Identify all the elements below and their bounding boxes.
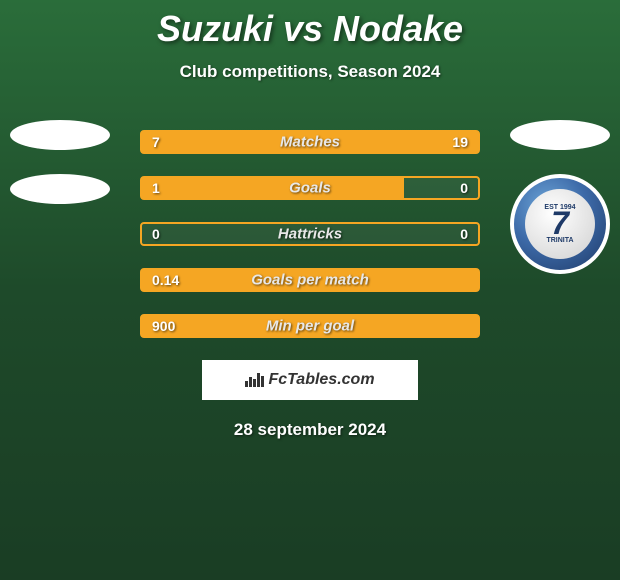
- club-crest: EST 1994 7 TRINITA: [510, 174, 610, 274]
- bar-goals-right-value: 0: [460, 180, 468, 196]
- bar-goals-left-fill: [142, 178, 404, 198]
- footer-logo: FcTables.com: [202, 360, 418, 400]
- bar-hattricks: 0 Hattricks 0: [140, 222, 480, 246]
- bar-gpm-label: Goals per match: [251, 272, 369, 289]
- crest-numeral: 7: [551, 211, 569, 237]
- bar-matches-left-value: 7: [152, 134, 160, 150]
- bar-mpg-left-value: 900: [152, 318, 175, 334]
- bar-matches: 7 Matches 19: [140, 130, 480, 154]
- left-badge-oval-1: [10, 120, 110, 150]
- bar-matches-label: Matches: [280, 134, 340, 151]
- bar-hattricks-left-value: 0: [152, 226, 160, 242]
- left-badge-oval-2: [10, 174, 110, 204]
- bar-matches-right-value: 19: [452, 134, 468, 150]
- bar-gpm-left-value: 0.14: [152, 272, 179, 288]
- left-team-badges: [10, 120, 110, 228]
- bar-goals: 1 Goals 0: [140, 176, 480, 200]
- page-title: Suzuki vs Nodake: [0, 0, 620, 50]
- bar-goals-left-value: 1: [152, 180, 160, 196]
- subtitle: Club competitions, Season 2024: [0, 62, 620, 82]
- bar-mpg-label: Min per goal: [266, 318, 354, 335]
- bar-hattricks-label: Hattricks: [278, 226, 342, 243]
- footer-logo-text: FcTables.com: [268, 371, 374, 389]
- comparison-bars: 7 Matches 19 1 Goals 0 0 Hattricks 0 0.1…: [140, 130, 480, 338]
- bar-chart-icon: [245, 373, 264, 387]
- bar-matches-right-fill: [232, 132, 478, 152]
- bar-hattricks-right-value: 0: [460, 226, 468, 242]
- right-badge-oval: [510, 120, 610, 150]
- crest-team: TRINITA: [546, 237, 573, 244]
- bar-goals-label: Goals: [289, 180, 331, 197]
- right-team-badges: EST 1994 7 TRINITA: [510, 120, 610, 274]
- bar-mpg: 900 Min per goal: [140, 314, 480, 338]
- bar-gpm: 0.14 Goals per match: [140, 268, 480, 292]
- club-crest-inner: EST 1994 7 TRINITA: [525, 189, 595, 259]
- date-label: 28 september 2024: [0, 420, 620, 440]
